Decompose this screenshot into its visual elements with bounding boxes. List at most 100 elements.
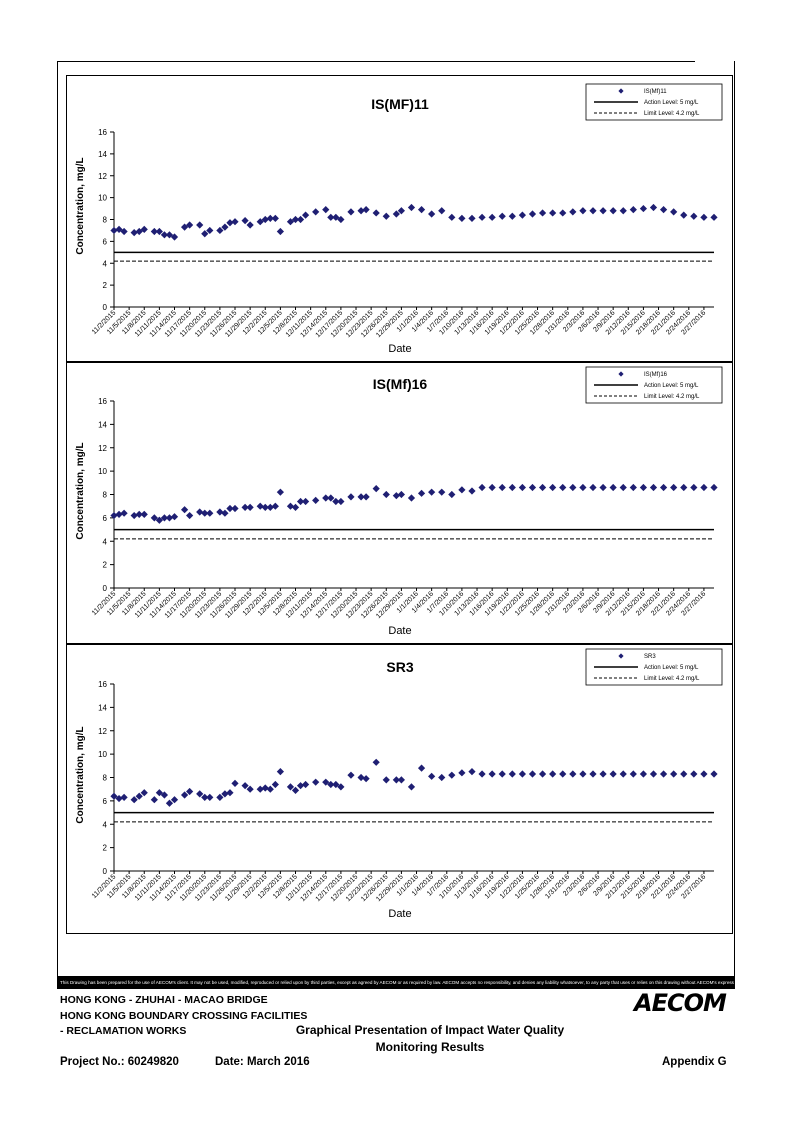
data-point bbox=[619, 770, 627, 778]
data-point bbox=[680, 770, 688, 778]
data-point bbox=[579, 483, 587, 492]
y-tick-label: 12 bbox=[98, 727, 107, 736]
data-point bbox=[322, 778, 330, 786]
data-point bbox=[347, 493, 355, 501]
data-point bbox=[206, 793, 214, 801]
data-point bbox=[599, 770, 607, 778]
data-point bbox=[301, 211, 310, 219]
data-point bbox=[528, 483, 537, 492]
data-point bbox=[710, 483, 718, 492]
data-point bbox=[196, 221, 204, 229]
data-point bbox=[286, 218, 295, 226]
data-point bbox=[538, 483, 547, 492]
y-tick-label: 16 bbox=[98, 128, 107, 137]
data-point bbox=[201, 230, 209, 238]
data-point bbox=[201, 509, 209, 517]
y-tick-label: 12 bbox=[98, 444, 107, 453]
data-point bbox=[382, 490, 390, 499]
data-point bbox=[226, 219, 234, 227]
data-point bbox=[186, 511, 194, 520]
data-point bbox=[206, 226, 214, 235]
x-axis-label: Date bbox=[388, 908, 411, 920]
data-point bbox=[241, 503, 249, 511]
data-point bbox=[569, 483, 577, 492]
data-point bbox=[160, 514, 169, 522]
data-point bbox=[508, 483, 516, 492]
data-point bbox=[256, 502, 264, 510]
data-point bbox=[549, 770, 557, 778]
data-point bbox=[165, 514, 174, 522]
data-point bbox=[559, 209, 567, 217]
data-point bbox=[549, 209, 557, 217]
x-axis-label: Date bbox=[388, 343, 411, 355]
data-point bbox=[397, 490, 405, 499]
data-point bbox=[170, 796, 179, 804]
data-point bbox=[216, 508, 224, 516]
data-point bbox=[700, 483, 708, 492]
data-point bbox=[448, 213, 456, 221]
data-point bbox=[347, 208, 355, 216]
data-point bbox=[286, 502, 295, 510]
chart-panel-1: IS(MF)11 0 2 4 6 8 10 12 14 16 11/2/2015 11/5/2015 1… bbox=[66, 75, 733, 362]
data-point bbox=[498, 770, 506, 778]
data-point bbox=[417, 764, 426, 772]
data-point bbox=[680, 211, 688, 219]
data-point bbox=[372, 758, 380, 766]
data-point bbox=[221, 223, 229, 231]
y-tick-label: 6 bbox=[103, 514, 108, 523]
data-point bbox=[301, 497, 310, 506]
y-tick-label: 4 bbox=[103, 537, 108, 546]
data-point bbox=[256, 785, 264, 793]
data-point bbox=[170, 513, 179, 521]
data-point bbox=[518, 483, 527, 492]
data-point bbox=[357, 207, 365, 215]
legend-label: Limit Level: 4.2 mg/L bbox=[644, 394, 700, 400]
data-point bbox=[110, 226, 118, 235]
data-point bbox=[130, 511, 138, 520]
y-tick-label: 14 bbox=[98, 420, 107, 429]
data-point bbox=[246, 503, 254, 511]
data-point bbox=[135, 227, 143, 236]
data-point bbox=[589, 207, 597, 215]
data-point bbox=[296, 215, 305, 224]
chart-is-mf-11: IS(MF)11024681012141611/2/201511/5/20151… bbox=[75, 83, 723, 355]
data-point bbox=[357, 773, 365, 782]
data-point bbox=[130, 796, 138, 804]
data-point bbox=[690, 770, 698, 778]
data-point bbox=[140, 225, 148, 233]
data-point bbox=[155, 227, 163, 236]
data-point bbox=[246, 221, 254, 229]
data-point bbox=[639, 770, 648, 778]
data-point bbox=[296, 497, 305, 506]
y-tick-label: 6 bbox=[103, 797, 108, 806]
data-point bbox=[266, 503, 274, 511]
legend-label: Action Level: 5 mg/L bbox=[644, 665, 699, 671]
y-tick-label: 2 bbox=[103, 844, 108, 853]
data-point bbox=[407, 494, 416, 502]
data-point bbox=[120, 227, 128, 236]
data-point bbox=[609, 207, 617, 215]
data-point bbox=[150, 796, 158, 804]
data-point bbox=[407, 783, 416, 791]
data-point bbox=[488, 770, 496, 778]
data-point bbox=[261, 503, 269, 511]
data-point bbox=[639, 204, 648, 213]
data-point bbox=[478, 213, 486, 221]
data-point bbox=[140, 510, 148, 518]
data-point bbox=[649, 770, 658, 778]
data-point bbox=[120, 509, 128, 517]
chart-title: SR3 bbox=[386, 659, 413, 675]
y-tick-label: 2 bbox=[103, 281, 108, 290]
project-number: Project No.: 60249820 bbox=[60, 1056, 179, 1068]
data-point bbox=[120, 793, 128, 801]
y-tick-label: 10 bbox=[98, 467, 107, 476]
data-point bbox=[216, 226, 224, 235]
data-point bbox=[528, 770, 537, 778]
y-tick-label: 14 bbox=[98, 150, 107, 159]
data-point bbox=[619, 207, 627, 215]
data-point bbox=[276, 227, 284, 236]
data-point bbox=[458, 769, 466, 777]
data-point bbox=[160, 791, 169, 799]
data-point bbox=[559, 483, 567, 492]
x-axis-label: Date bbox=[388, 625, 411, 637]
